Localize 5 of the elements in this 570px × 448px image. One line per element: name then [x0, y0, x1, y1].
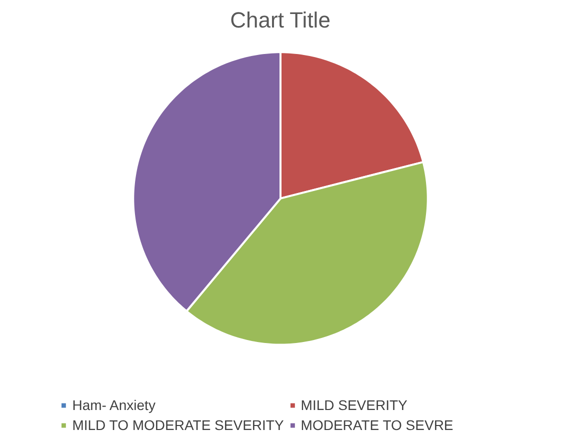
legend-label: MILD TO MODERATE SEVERITY — [72, 417, 284, 433]
legend-label: Ham- Anxiety — [72, 397, 156, 413]
legend-label: MODERATE TO SEVRE — [300, 417, 454, 433]
legend-label: MILD SEVERITY — [300, 397, 408, 413]
chart-title: Chart Title — [230, 8, 330, 32]
